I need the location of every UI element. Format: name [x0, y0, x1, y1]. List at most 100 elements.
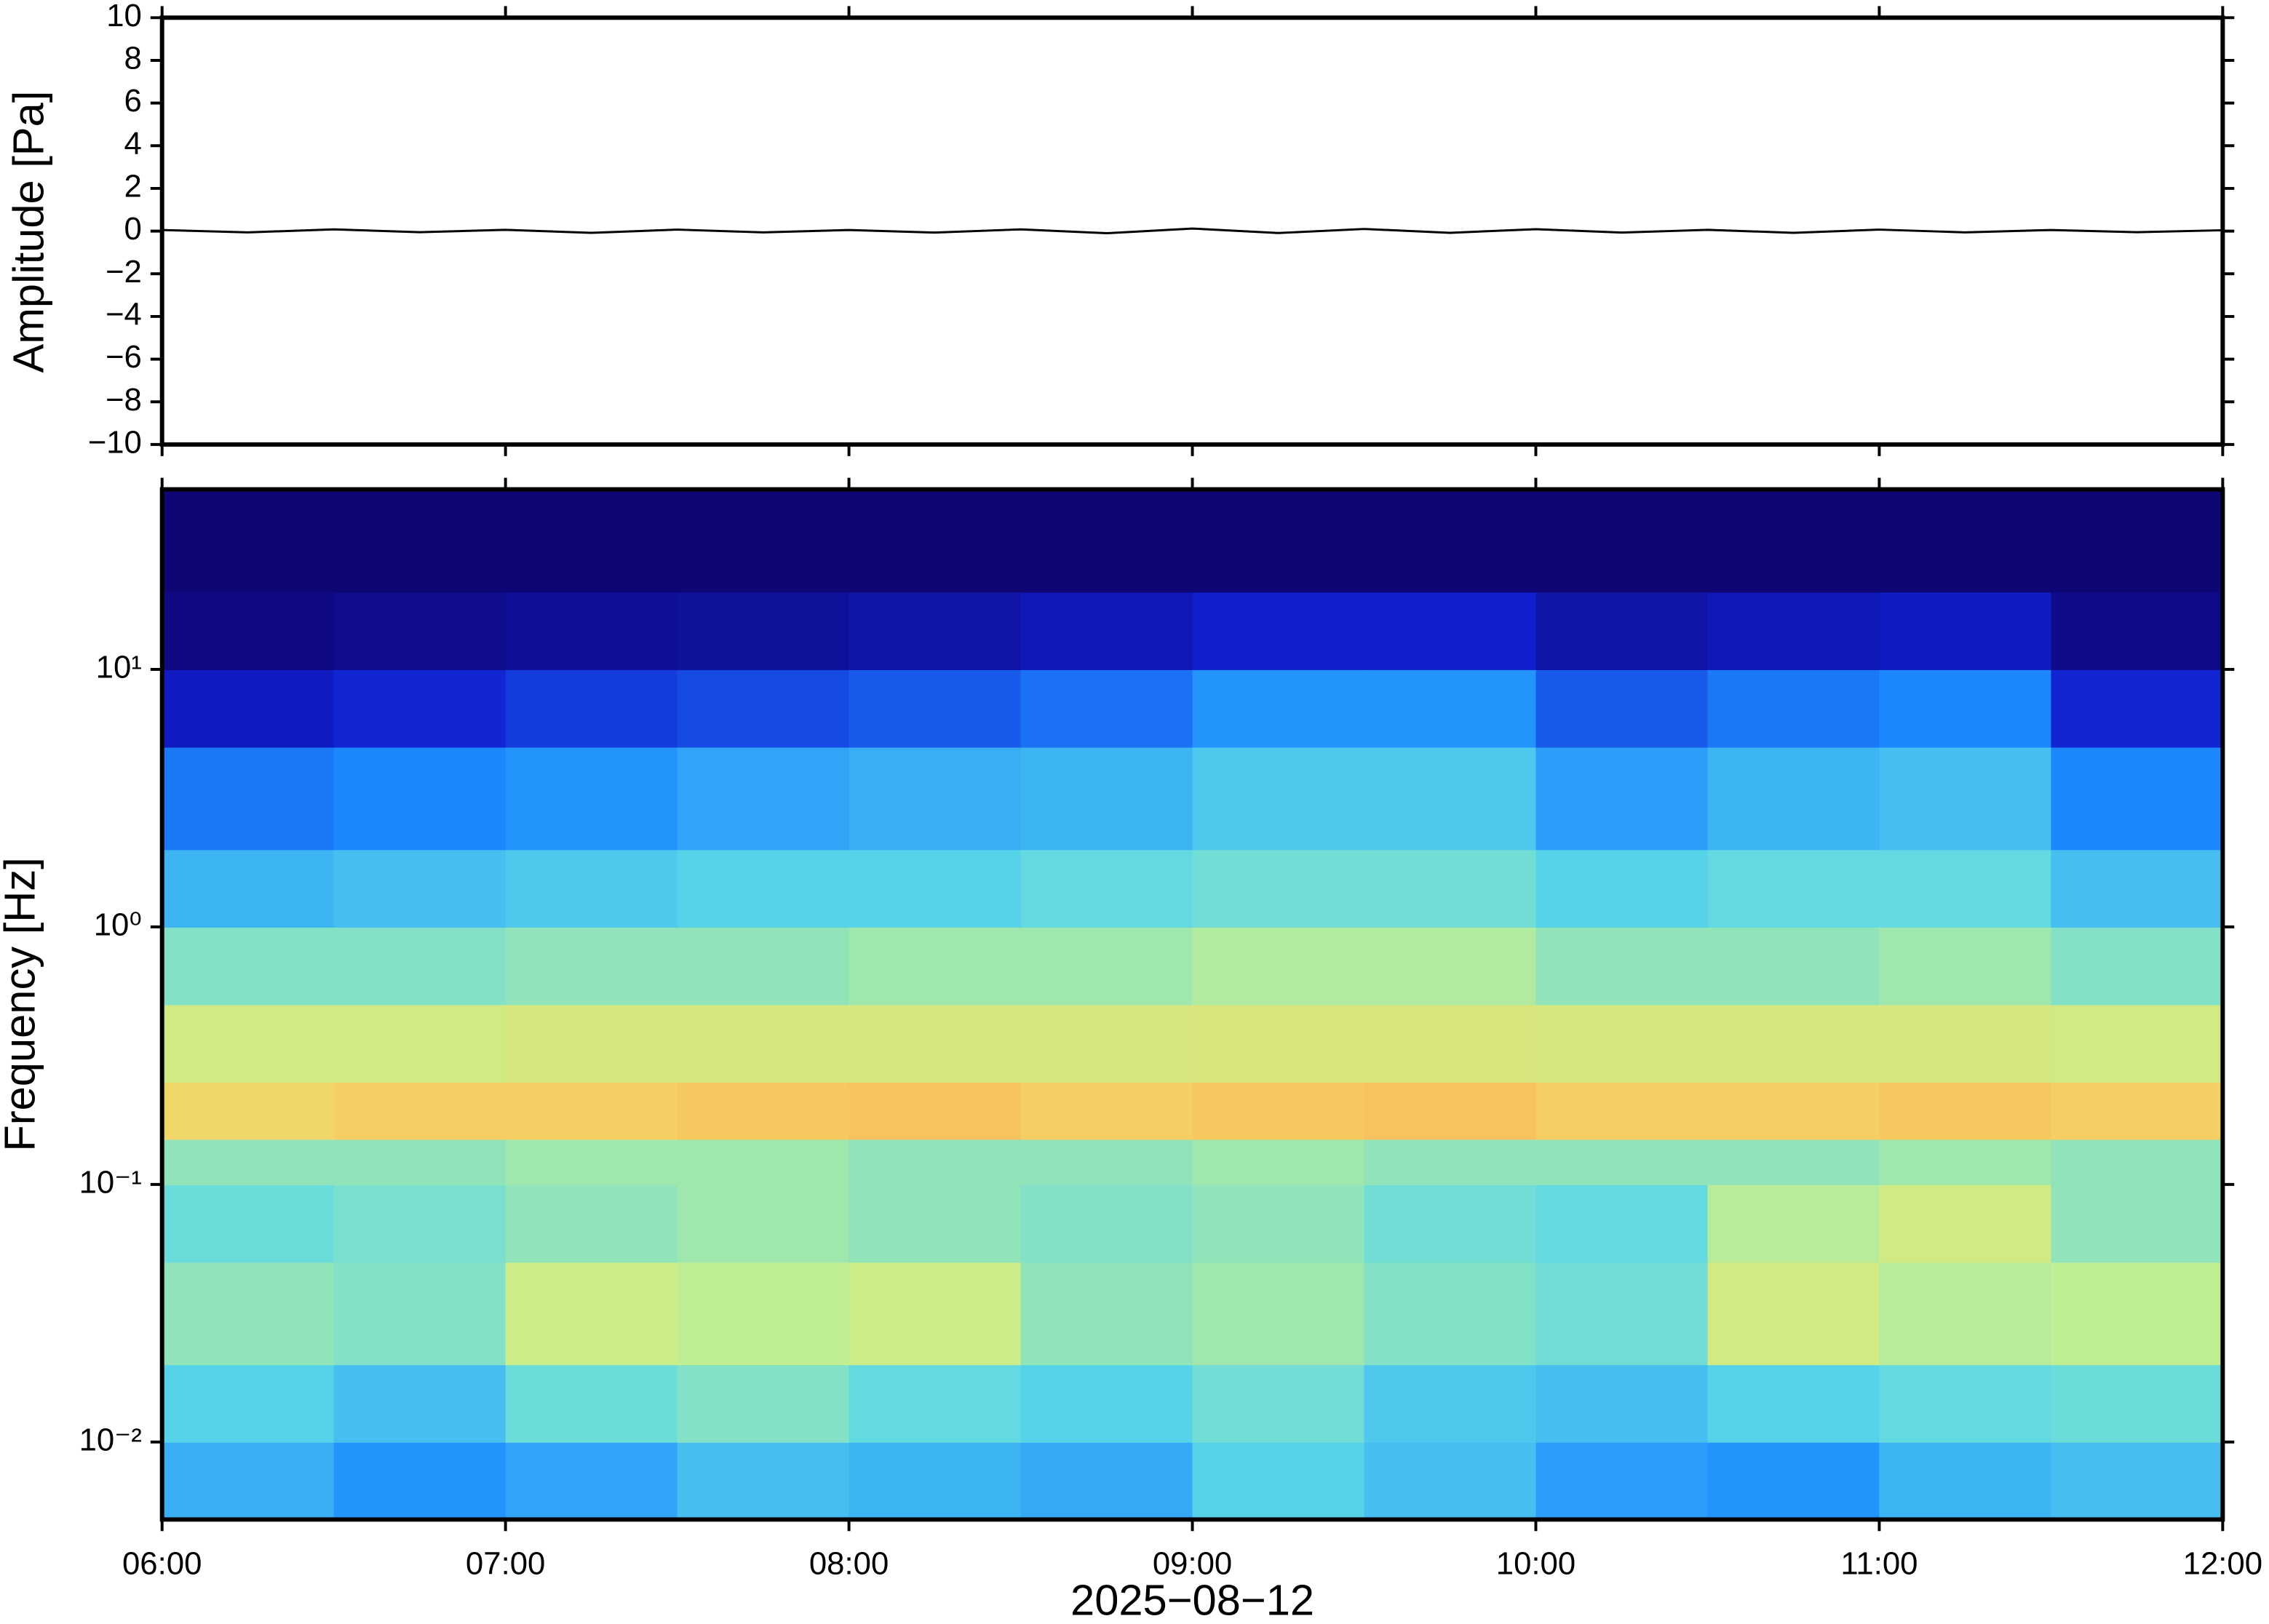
heatmap-cell	[1707, 1082, 1880, 1140]
heatmap-cell	[2051, 1139, 2224, 1185]
heatmap-cell	[1020, 592, 1193, 670]
heatmap-cell	[162, 489, 335, 593]
heatmap-cell	[505, 489, 678, 593]
heatmap-cell	[1879, 1441, 2052, 1521]
heatmap-cell	[1020, 926, 1193, 1006]
heatmap-cell	[1879, 1004, 2052, 1083]
y-tick-label: −10	[88, 424, 142, 460]
heatmap-cell	[333, 1184, 506, 1263]
heatmap-cell	[1707, 747, 1880, 851]
heatmap-cell	[162, 1004, 335, 1083]
heatmap-cell	[849, 489, 1022, 593]
heatmap-cell	[1535, 1184, 1709, 1263]
heatmap-cell	[1192, 1441, 1365, 1521]
heatmap-cell	[1192, 747, 1365, 851]
heatmap-cell	[333, 926, 506, 1006]
heatmap-cell	[677, 1184, 850, 1263]
heatmap-cell	[677, 1364, 850, 1443]
heatmap-cell	[1535, 669, 1709, 748]
heatmap-cell	[1192, 926, 1365, 1006]
heatmap-cell	[162, 592, 335, 670]
heatmap-cell	[1364, 1184, 1537, 1263]
heatmap-cell	[1879, 669, 2052, 748]
heatmap-cell	[1364, 1364, 1537, 1443]
heatmap-cell	[505, 1184, 678, 1263]
heatmap-cell	[1535, 1139, 1709, 1185]
heatmap-cell	[1535, 849, 1709, 928]
heatmap-cell	[2051, 1441, 2224, 1521]
heatmap-cell	[333, 1082, 506, 1140]
y-tick-label: −8	[106, 382, 142, 418]
heatmap-cell	[677, 592, 850, 670]
x-tick-label: 07:00	[466, 1546, 545, 1582]
heatmap-cell	[677, 1082, 850, 1140]
heatmap-cell	[677, 1139, 850, 1185]
heatmap-cell	[677, 849, 850, 928]
heatmap-cell	[1535, 489, 1709, 593]
heatmap-cell	[677, 926, 850, 1006]
heatmap-cell	[333, 669, 506, 748]
heatmap-cell	[1879, 1364, 2052, 1443]
heatmap-cell	[2051, 1364, 2224, 1443]
heatmap-cell	[162, 849, 335, 928]
heatmap-cell	[162, 926, 335, 1006]
heatmap-cell	[2051, 489, 2224, 593]
heatmap-cell	[677, 1004, 850, 1083]
heatmap-cell	[162, 1364, 335, 1443]
heatmap-cell	[677, 747, 850, 851]
heatmap-cell	[849, 1262, 1022, 1366]
x-tick-label: 10:00	[1496, 1546, 1575, 1582]
heatmap-cell	[2051, 849, 2224, 928]
heatmap-cell	[1192, 1082, 1365, 1140]
heatmap-cell	[1707, 849, 1880, 928]
heatmap-cell	[162, 1082, 335, 1140]
heatmap-cell	[677, 669, 850, 748]
heatmap-cell	[505, 1364, 678, 1443]
y-tick-label: 4	[124, 126, 142, 162]
heatmap-cell	[849, 1004, 1022, 1083]
heatmap-cell	[2051, 592, 2224, 670]
heatmap-cell	[1707, 1262, 1880, 1366]
x-tick-label: 12:00	[2183, 1546, 2262, 1582]
heatmap-cell	[1707, 1441, 1880, 1521]
heatmap-cell	[333, 747, 506, 851]
heatmap-cell	[1707, 1004, 1880, 1083]
heatmap-cell	[333, 592, 506, 670]
heatmap-cell	[1020, 747, 1193, 851]
heatmap-cell	[1364, 1082, 1537, 1140]
heatmap-cell	[505, 1262, 678, 1366]
heatmap-cell	[2051, 669, 2224, 748]
heatmap-cell	[849, 669, 1022, 748]
heatmap-cell	[1535, 592, 1709, 670]
y-tick-label: 6	[124, 83, 142, 119]
y-tick-label: 10	[106, 0, 142, 33]
heatmap-cell	[505, 1441, 678, 1521]
heatmap-cell	[1364, 849, 1537, 928]
heatmap-cell	[1192, 669, 1365, 748]
heatmap-cell	[1879, 1082, 2052, 1140]
heatmap-cell	[505, 1004, 678, 1083]
heatmap-cell	[1192, 1004, 1365, 1083]
heatmap-cell	[849, 1441, 1022, 1521]
heatmap-cell	[1879, 1184, 2052, 1263]
y-tick-label: 0	[124, 211, 142, 247]
heatmap-cell	[1020, 1184, 1193, 1263]
heatmap-cell	[333, 1364, 506, 1443]
heatmap-cell	[333, 1262, 506, 1366]
heatmap-cell	[1879, 592, 2052, 670]
heatmap-cell	[1020, 1441, 1193, 1521]
heatmap-cell	[1192, 849, 1365, 928]
x-axis-label: 2025−08−12	[1070, 1575, 1314, 1624]
heatmap-cell	[1192, 489, 1365, 593]
x-tick-label: 08:00	[809, 1546, 889, 1582]
heatmap-cell	[677, 1441, 850, 1521]
heatmap-cell	[1020, 849, 1193, 928]
heatmap-cell	[1707, 592, 1880, 670]
heatmap-cell	[505, 1139, 678, 1185]
heatmap-cell	[1020, 1139, 1193, 1185]
heatmap-cell	[1879, 849, 2052, 928]
heatmap-cell	[1535, 1082, 1709, 1140]
heatmap-cell	[1364, 669, 1537, 748]
heatmap-cell	[505, 747, 678, 851]
